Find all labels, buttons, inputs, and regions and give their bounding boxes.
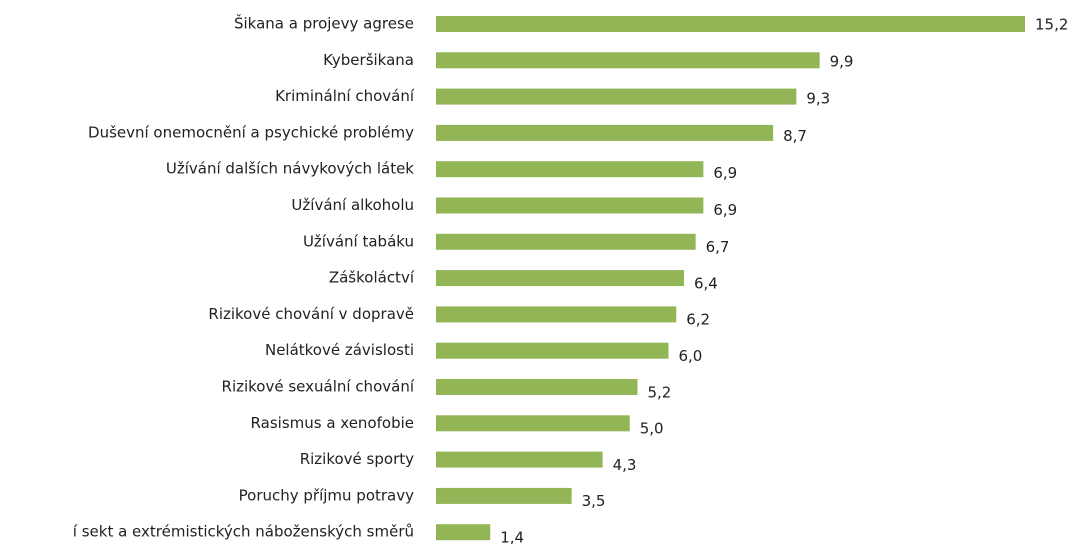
category-label: Rizikové sexuální chování [222,378,415,396]
value-label: 6,7 [706,238,730,256]
bar [436,415,630,432]
category-label: í sekt a extrémistických náboženských sm… [73,523,414,541]
category-label: Záškoláctví [329,269,415,287]
category-label: Kriminální chování [275,87,415,105]
category-label: Poruchy příjmu potravy [239,486,414,504]
bar [436,161,704,178]
bar [436,197,704,214]
category-label: Užívání dalších návykových látek [166,160,414,178]
value-label: 8,7 [783,127,807,145]
value-label: 6,9 [713,164,737,182]
bar [436,88,797,105]
bar [436,342,669,359]
category-label: Kyberšikana [323,51,414,69]
bar [436,124,774,141]
category-label: Rasismus a xenofobie [251,414,414,432]
bar [436,16,1025,32]
value-label: 15,2 [1035,16,1068,34]
value-label: 4,3 [613,456,637,474]
value-label: 6,4 [694,274,718,292]
bar [436,451,603,468]
bar [436,270,684,287]
value-label: 5,2 [648,383,672,401]
value-label: 6,0 [679,347,703,365]
bar [436,524,491,541]
category-label: Nelátkové závislosti [265,341,414,359]
value-label: 6,2 [686,311,710,329]
value-label: 1,4 [500,529,524,544]
category-label: Užívání tabáku [303,232,414,250]
category-label: Šikana a projevy agrese [234,14,414,33]
category-label: Užívání alkoholu [291,196,414,214]
category-label: Rizikové chování v dopravě [208,305,414,323]
value-label: 9,9 [830,53,854,71]
category-label: Duševní onemocnění a psychické problémy [88,123,414,141]
value-label: 9,3 [806,90,830,108]
value-label: 6,9 [713,201,737,219]
value-label: 5,0 [640,420,664,438]
bar [436,52,820,69]
bar [436,487,572,504]
value-label: 3,5 [582,492,606,510]
bar [436,379,638,395]
category-label: Rizikové sporty [300,450,414,468]
bar [436,306,677,323]
bar [436,233,696,250]
